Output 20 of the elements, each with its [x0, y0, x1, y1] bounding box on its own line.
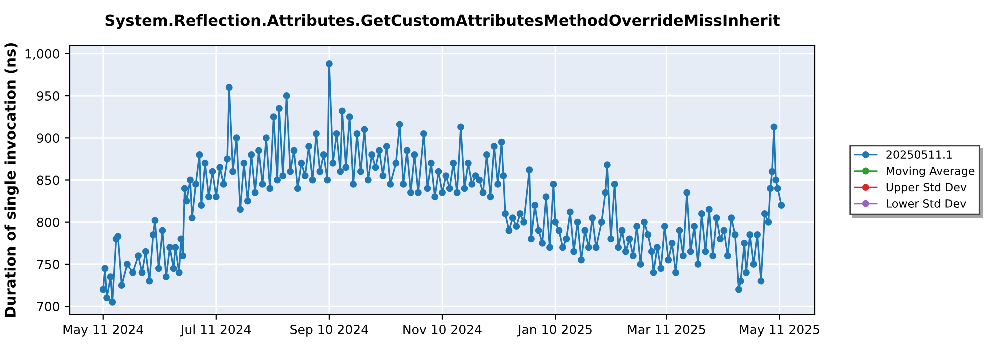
x-tick-label: Mar 11 2025 — [628, 324, 706, 334]
x-tick-label: Nov 10 2024 — [404, 324, 482, 334]
y-tick-label: 950 — [37, 92, 60, 101]
legend-label: Lower Std Dev — [887, 199, 966, 208]
y-tick-label: 750 — [37, 260, 60, 270]
x-tick-label: Sep 10 2024 — [290, 324, 368, 337]
chart-title: System.Reflection.Attributes.GetCustomAttributesMethodOverrideMissInherit — [106, 14, 780, 30]
x-tick-label: Jul 11 2024 — [180, 324, 252, 337]
y-tick-label: 1,000 — [26, 49, 60, 60]
legend-label: Moving Average — [887, 166, 975, 178]
x-tick-label: May 11 2025 — [740, 324, 820, 337]
y-axis-title: Duration of single invocation (ns) — [4, 43, 19, 317]
x-tick-label: May 11 2024 — [64, 324, 144, 337]
y-tick-label: 900 — [37, 134, 60, 144]
y-tick-label: 700 — [37, 302, 60, 312]
x-tick-label: Jan 10 2025 — [517, 324, 592, 337]
legend-label: 20250511.1 — [886, 150, 952, 160]
y-tick-label: 850 — [37, 176, 60, 186]
legend-label: Upper Std Dev — [886, 183, 967, 194]
y-tick-label: 800 — [37, 218, 60, 228]
